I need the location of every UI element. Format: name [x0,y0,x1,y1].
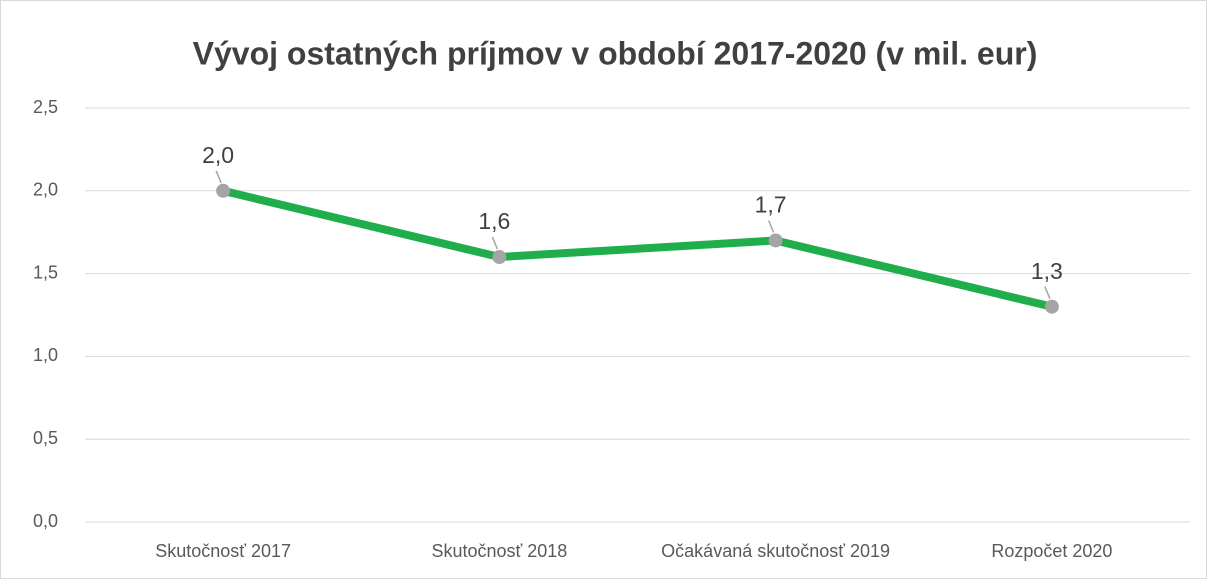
marker [216,183,231,198]
marker [768,233,783,248]
leader-line [491,236,499,250]
data-label: 2,0 [202,142,234,168]
y-tick-label: 1,5 [33,262,58,282]
leader-line [215,170,222,184]
marker [1044,299,1059,314]
x-tick-label: Očakávaná skutočnosť 2019 [661,541,890,561]
y-tick-label: 2,5 [33,97,58,117]
x-tick-label: Skutočnosť 2017 [155,541,291,561]
x-tick-label: Rozpočet 2020 [991,541,1112,561]
y-tick-label: 1,0 [33,345,58,365]
leader-line [767,220,775,233]
data-label: 1,6 [478,208,510,234]
y-tick-label: 2,0 [33,180,58,200]
y-tick-label: 0,0 [33,511,58,531]
chart-title: Vývoj ostatných príjmov v období 2017-20… [193,35,1038,71]
leader-line [1044,286,1051,300]
y-tick-label: 0,5 [33,428,58,448]
x-tick-label: Skutočnosť 2018 [431,541,567,561]
line [222,186,1053,311]
marker [492,250,507,265]
data-label: 1,7 [755,192,787,218]
data-label: 1,3 [1031,258,1063,284]
